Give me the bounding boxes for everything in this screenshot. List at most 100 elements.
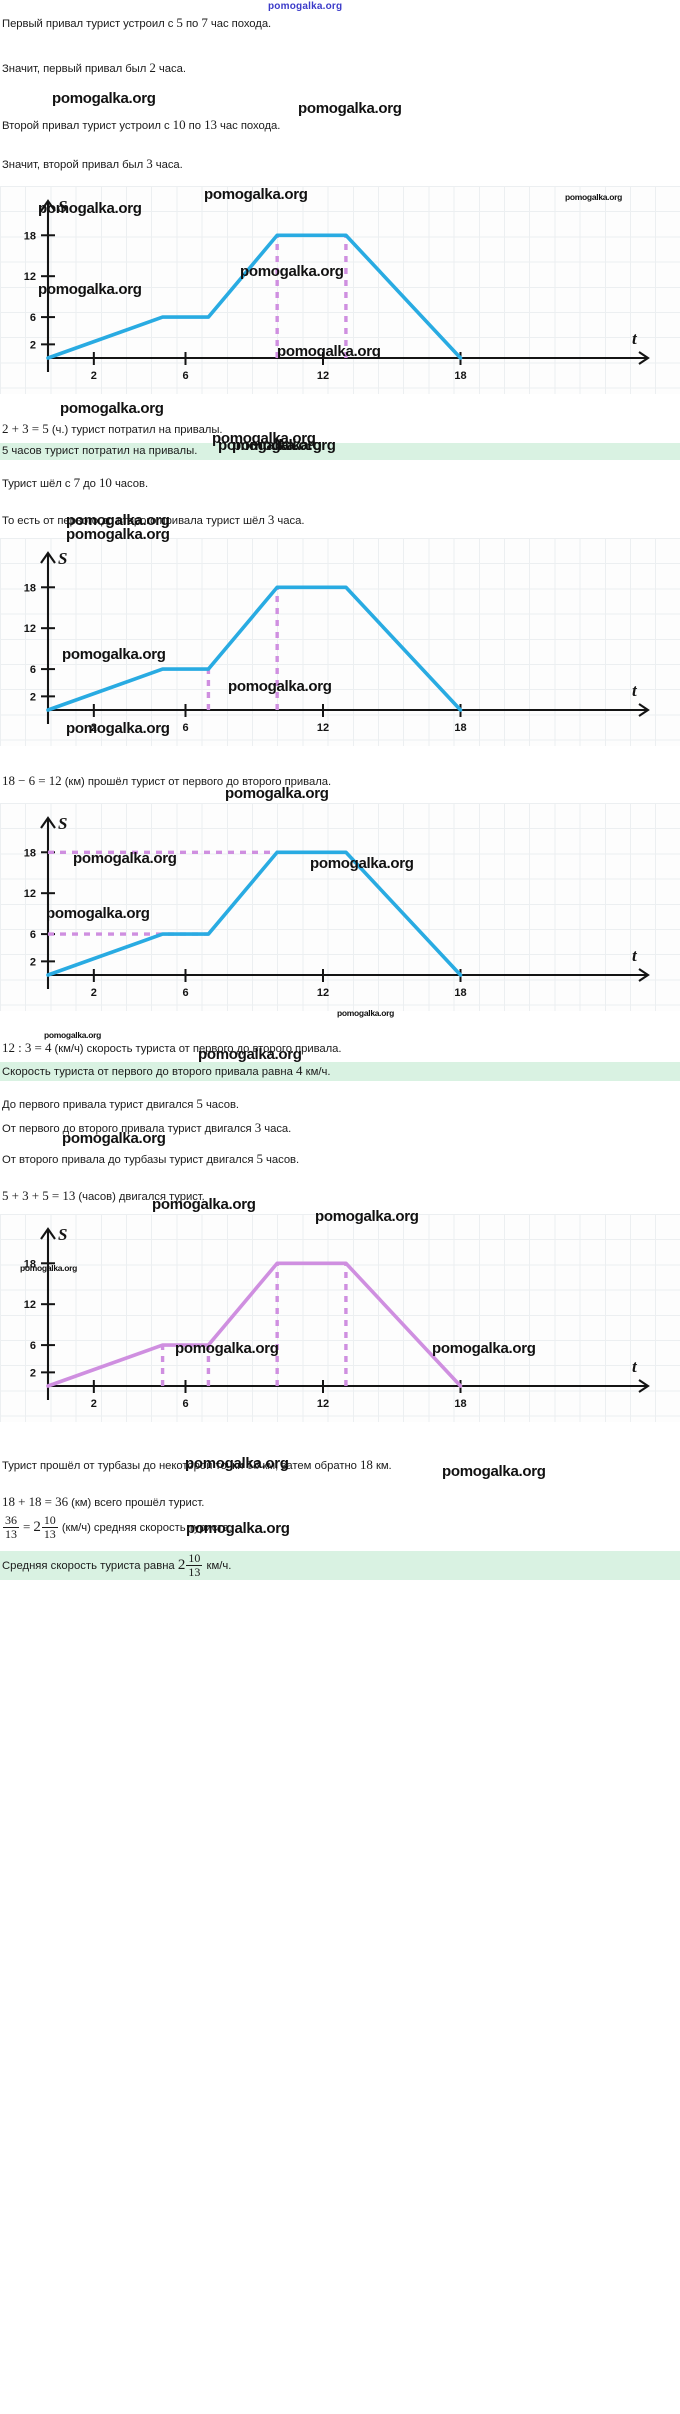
y-tick-label: 2 [30, 956, 36, 968]
fraction-denominator: 13 [3, 1526, 19, 1541]
x-tick-label: 2 [91, 722, 97, 734]
y-axis-arrow [40, 816, 56, 829]
y-tick-label: 12 [24, 888, 36, 900]
text-5-rest: (ч.) турист потратил на привалы. [51, 424, 223, 436]
x-tick-label: 18 [454, 370, 466, 382]
num-2: 2 [149, 60, 156, 75]
num-3c: 3 [254, 1120, 262, 1135]
fraction-denominator: 13 [186, 1564, 203, 1579]
answer-3-pre: Средняя скорость туриста равна [2, 1560, 175, 1572]
answer-2-a: Скорость туриста от первого до второго п… [2, 1066, 296, 1078]
answer-1: 5 часов турист потратил на привалы. [0, 443, 680, 460]
num-5b: 5 [196, 1096, 203, 1111]
fraction-numerator: 10 [188, 1551, 201, 1566]
y-tick-label: 12 [24, 271, 36, 283]
text-4-part-b: часа. [152, 159, 183, 171]
y-tick-label: 12 [24, 623, 36, 635]
num-3b: 3 [267, 512, 275, 527]
x-tick-label: 6 [182, 1398, 188, 1410]
text-3-part-a: Второй привал турист устроил с [2, 120, 173, 132]
y-tick-label: 6 [30, 1340, 36, 1352]
text-7-b: часа. [274, 515, 305, 527]
expr-5plus3plus5: 5 + 3 + 5 = 13 [2, 1188, 76, 1203]
text-2-part-a: Значит, первый привал был [2, 63, 150, 75]
solution-page: Первый привал турист устроил с 5 по 7 ча… [0, 1, 680, 1580]
expr-2plus3: 2 + 3 = 5 [2, 421, 49, 436]
text-14-a: Турист прошёл от турбазы до некоторой то… [2, 1460, 247, 1472]
x-tick-label: 2 [91, 370, 97, 382]
x-tick-label: 12 [317, 1398, 329, 1410]
chart-svg-chart4: St 2 6 12 18 2 6 12 18 [24, 1225, 650, 1410]
x-axis-label: t [632, 681, 638, 700]
text-line-14: Турист прошёл от турбазы до некоторой то… [0, 1458, 680, 1473]
mixed-whole-part: 2 [177, 1557, 186, 1573]
x-tick-label: 12 [317, 370, 329, 382]
text-15-rest: (км) всего прошёл турист. [71, 1497, 205, 1509]
text-line-11: От первого до второго привала турист дви… [0, 1121, 680, 1136]
text-10-a: До первого привала турист двигался [2, 1099, 197, 1111]
num-5c: 5 [256, 1151, 263, 1166]
text-line-9: 12 : 3 = 4 (км/ч) скорость туриста от пе… [0, 1041, 680, 1056]
x-tick-label: 6 [182, 370, 188, 382]
answer-3-post: км/ч. [206, 1560, 232, 1572]
text-1-part-a: Первый привал турист устроил с [2, 18, 177, 30]
x-axis-label: t [632, 329, 638, 348]
num-10b: 10 [98, 475, 112, 490]
num-7b: 7 [73, 475, 81, 490]
expr-12div3: 12 : 3 = 4 [2, 1040, 52, 1055]
x-tick-label: 12 [317, 722, 329, 734]
text-line-10: До первого привала турист двигался 5 час… [0, 1097, 680, 1112]
fraction-10-13: 10 13 [41, 1514, 58, 1541]
series-line [46, 1261, 463, 1388]
series-line [46, 850, 463, 977]
num-7: 7 [201, 15, 208, 30]
x-axis-arrow [638, 351, 650, 365]
text-line-6: Турист шёл с 7 до 10 часов. [0, 476, 680, 491]
text-8-rest: (км) прошёл турист от первого до второго… [64, 776, 332, 788]
text-3-part-c: час похода. [216, 120, 281, 132]
y-axis-arrow [40, 1227, 56, 1240]
y-tick-label: 2 [30, 691, 36, 703]
y-tick-label: 18 [24, 1258, 36, 1270]
fraction-denominator: 13 [41, 1526, 58, 1541]
y-tick-label: 6 [30, 664, 36, 676]
answer-3: Средняя скорость туриста равна 2 10 13 к… [0, 1551, 680, 1580]
text-11-a: От первого до второго привала турист дви… [2, 1123, 255, 1135]
text-line-7: То есть от первого до второго привала ту… [0, 513, 680, 528]
x-axis-label: t [632, 946, 638, 965]
x-tick-label: 18 [454, 1398, 466, 1410]
x-tick-label: 6 [182, 987, 188, 999]
series-line [46, 233, 463, 360]
x-tick-label: 6 [182, 722, 188, 734]
text-9-rest: (км/ч) скорость туриста от первого до вт… [54, 1043, 342, 1055]
text-line-3: Второй привал турист устроил с 10 по 13 … [0, 118, 680, 133]
x-axis-arrow [638, 968, 650, 982]
y-tick-label: 18 [24, 230, 36, 242]
x-tick-label: 2 [91, 1398, 97, 1410]
text-12-b: часов. [262, 1154, 300, 1166]
text-14-b: км, затем обратно [259, 1460, 360, 1472]
equals-sign: = [23, 1519, 31, 1534]
text-line-16: 36 13 = 2 10 13 (км/ч) средняя скорость … [0, 1514, 680, 1541]
y-tick-label: 18 [24, 847, 36, 859]
num-3: 3 [146, 156, 153, 171]
fraction-36-13: 36 13 [3, 1514, 19, 1541]
x-tick-label: 18 [454, 722, 466, 734]
answer-2-b: км/ч. [302, 1066, 331, 1078]
text-13-rest: (часов) двигался турист. [78, 1191, 205, 1203]
series-line [46, 585, 463, 712]
text-line-5: 2 + 3 = 5 (ч.) турист потратил на привал… [0, 422, 680, 437]
y-axis-label: S [58, 1225, 67, 1244]
fraction-10-13: 10 13 [186, 1551, 203, 1579]
y-axis-label: S [58, 197, 67, 216]
x-tick-label: 18 [454, 987, 466, 999]
num-18b: 18 [359, 1457, 373, 1472]
text-line-1: Первый привал турист устроил с 5 по 7 ча… [0, 16, 680, 31]
num-10: 10 [172, 117, 186, 132]
text-6-c: часов. [111, 478, 149, 490]
num-13: 13 [204, 117, 217, 132]
text-16-rest: (км/ч) средняя скорость туриста. [61, 1522, 232, 1534]
x-axis-arrow [638, 703, 650, 717]
